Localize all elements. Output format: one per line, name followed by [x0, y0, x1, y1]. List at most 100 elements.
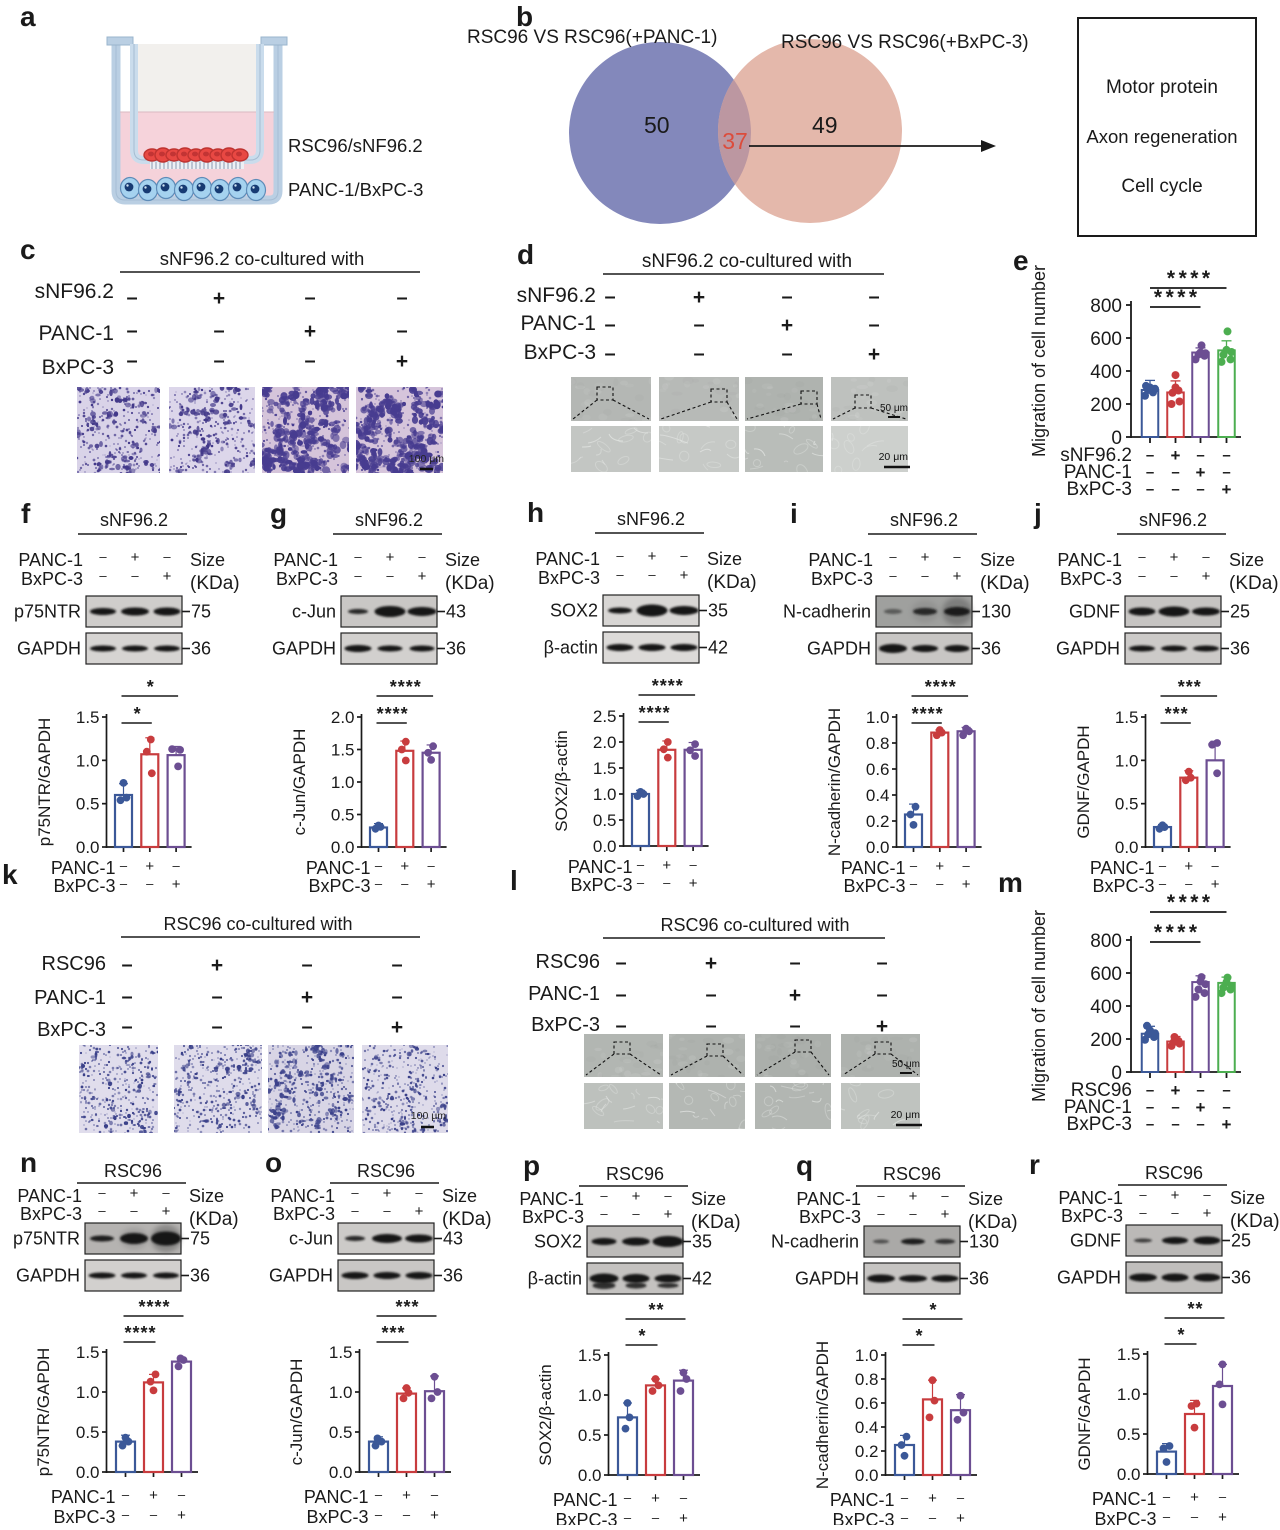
svg-text:–: – — [1222, 464, 1230, 481]
svg-text:36: 36 — [1230, 639, 1250, 659]
svg-text:+: + — [935, 858, 944, 875]
svg-text:PANC-1: PANC-1 — [568, 857, 633, 877]
svg-text:Size: Size — [442, 1186, 477, 1206]
svg-text:c-Jun: c-Jun — [289, 1229, 333, 1249]
svg-text:0.5: 0.5 — [593, 811, 617, 830]
svg-text:35: 35 — [692, 1232, 712, 1252]
svg-text:sNF96.2: sNF96.2 — [890, 510, 958, 530]
svg-text:+: + — [632, 1188, 641, 1205]
svg-text:GAPDH: GAPDH — [269, 1266, 333, 1286]
svg-text:c: c — [20, 234, 36, 265]
svg-text:–: – — [929, 1510, 937, 1525]
svg-text:BxPC-3: BxPC-3 — [1067, 479, 1132, 500]
svg-text:43: 43 — [446, 602, 466, 622]
svg-text:RSC96: RSC96 — [357, 1161, 415, 1181]
svg-text:–: – — [1222, 1099, 1230, 1116]
svg-text:–: – — [637, 875, 645, 890]
svg-text:PANC-1: PANC-1 — [304, 1487, 369, 1507]
svg-text:0.8: 0.8 — [866, 734, 890, 753]
svg-text:–: – — [1159, 858, 1167, 873]
svg-text:–: – — [120, 858, 128, 873]
svg-text:*: * — [929, 1300, 937, 1320]
svg-text:0.4: 0.4 — [855, 1418, 879, 1437]
svg-text:–: – — [431, 1487, 439, 1502]
svg-text:Cell cycle: Cell cycle — [1121, 176, 1202, 197]
svg-text:N-cadherin: N-cadherin — [783, 602, 871, 622]
svg-text:–: – — [99, 568, 107, 583]
svg-text:1.0: 1.0 — [855, 1346, 879, 1365]
svg-text:+: + — [1202, 568, 1211, 585]
svg-text:+: + — [1196, 463, 1206, 482]
svg-text:+: + — [1222, 1115, 1232, 1134]
svg-text:–: – — [1222, 1082, 1230, 1099]
svg-text:f: f — [21, 498, 31, 529]
svg-text:–: – — [600, 1206, 608, 1221]
svg-text:Size: Size — [189, 1186, 224, 1206]
svg-text:–: – — [126, 350, 137, 372]
svg-text:–: – — [941, 1188, 949, 1203]
svg-text:–: – — [391, 986, 402, 1008]
svg-text:1.5: 1.5 — [329, 1343, 353, 1362]
svg-text:36: 36 — [443, 1266, 463, 1286]
svg-text:–: – — [868, 314, 879, 336]
svg-text:43: 43 — [443, 1229, 463, 1249]
svg-text:*: * — [1177, 1325, 1185, 1345]
svg-text:BxPC-3: BxPC-3 — [308, 876, 370, 896]
svg-text:(KDa): (KDa) — [190, 573, 240, 594]
svg-text:–: – — [383, 1203, 391, 1218]
svg-text:BxPC-3: BxPC-3 — [1094, 1509, 1156, 1525]
svg-text:Migration of cell number: Migration of cell number — [1029, 910, 1049, 1102]
svg-text:b: b — [516, 1, 533, 32]
svg-text:–: – — [375, 1507, 383, 1522]
svg-text:(KDa): (KDa) — [691, 1212, 741, 1233]
svg-text:+: + — [689, 875, 698, 892]
svg-text:+: + — [301, 986, 313, 1009]
svg-text:GAPDH: GAPDH — [16, 1266, 80, 1286]
svg-text:SOX2: SOX2 — [534, 1232, 582, 1252]
svg-text:130: 130 — [981, 602, 1011, 622]
svg-text:Size: Size — [1230, 1188, 1265, 1208]
svg-text:1.0: 1.0 — [1117, 1385, 1141, 1404]
svg-text:BxPC-3: BxPC-3 — [53, 1507, 115, 1525]
svg-text:200: 200 — [1090, 1030, 1122, 1051]
svg-text:BxPC-3: BxPC-3 — [42, 356, 114, 379]
svg-text:400: 400 — [1090, 997, 1122, 1018]
svg-text:p75NTR: p75NTR — [13, 1229, 80, 1249]
svg-text:PANC-1: PANC-1 — [34, 987, 106, 1009]
svg-text:+: + — [213, 287, 225, 310]
svg-text:+: + — [1222, 480, 1232, 499]
svg-text:100 μm: 100 μm — [409, 453, 444, 465]
svg-text:–: – — [648, 567, 656, 582]
svg-text:r: r — [1029, 1149, 1040, 1180]
svg-text:–: – — [1146, 447, 1154, 464]
svg-text:37: 37 — [722, 128, 748, 154]
svg-text:1.5: 1.5 — [593, 759, 617, 778]
svg-text:–: – — [401, 876, 409, 891]
svg-text:Size: Size — [980, 550, 1015, 570]
svg-text:n: n — [20, 1147, 37, 1178]
svg-text:PANC-1: PANC-1 — [521, 312, 596, 335]
svg-text:i: i — [790, 498, 798, 529]
svg-text:c-Jun: c-Jun — [292, 602, 336, 622]
svg-text:–: – — [122, 1507, 130, 1522]
svg-text:PANC-1: PANC-1 — [1090, 858, 1155, 878]
svg-text:–: – — [616, 567, 624, 582]
svg-text:0.5: 0.5 — [76, 1423, 100, 1442]
svg-text:BxPC-3: BxPC-3 — [832, 1510, 894, 1525]
svg-text:SOX2: SOX2 — [550, 601, 598, 621]
svg-text:BxPC-3: BxPC-3 — [37, 1019, 106, 1041]
svg-text:–: – — [680, 548, 688, 563]
svg-text:–: – — [1203, 1187, 1211, 1202]
svg-text:800: 800 — [1090, 296, 1122, 317]
svg-text:1.0: 1.0 — [866, 708, 890, 727]
svg-text:–: – — [1170, 568, 1178, 583]
svg-text:1.5: 1.5 — [76, 708, 100, 727]
svg-text:PANC-1: PANC-1 — [18, 550, 83, 570]
svg-text:–: – — [652, 1510, 660, 1525]
svg-text:100 μm: 100 μm — [411, 1110, 446, 1122]
svg-text:PANC-1: PANC-1 — [528, 983, 600, 1005]
svg-text:–: – — [910, 876, 918, 891]
svg-text:–: – — [1171, 464, 1179, 481]
svg-text:–: – — [705, 984, 716, 1006]
svg-text:36: 36 — [190, 1266, 210, 1286]
